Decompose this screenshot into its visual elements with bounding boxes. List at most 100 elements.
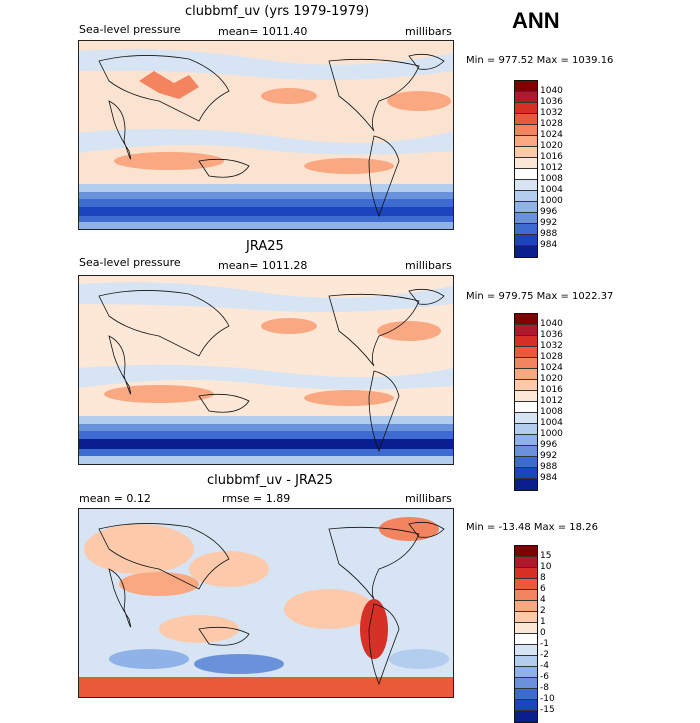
colorbar-label: 6 <box>540 584 546 594</box>
panel-3-title: clubbmf_uv - JRA25 <box>207 473 333 488</box>
colorbar-label: 1008 <box>540 174 563 184</box>
colorbar-swatch <box>515 435 537 446</box>
colorbar-label: -1 <box>540 639 549 649</box>
colorbar-swatch <box>515 224 537 235</box>
colorbar-label: -8 <box>540 683 549 693</box>
colorbar-swatch <box>515 391 537 402</box>
colorbar-swatch <box>515 169 537 180</box>
colorbar-label: 984 <box>540 473 558 483</box>
colorbar-label: 1004 <box>540 185 563 195</box>
colorbar-label: 996 <box>540 440 558 450</box>
panel-3-minmax: Min = -13.48 Max = 18.26 <box>466 522 598 533</box>
colorbar-swatch <box>515 601 537 612</box>
panel-2-map <box>78 275 454 465</box>
colorbar-swatch <box>515 645 537 656</box>
colorbar-swatch <box>515 191 537 202</box>
colorbar-label: 10 <box>540 562 552 572</box>
colorbar-swatch <box>515 213 537 224</box>
colorbar-swatch <box>515 623 537 634</box>
panel-1-minmax: Min = 977.52 Max = 1039.16 <box>466 55 614 66</box>
colorbar-label: -4 <box>540 661 549 671</box>
colorbar-label: -2 <box>540 650 549 660</box>
colorbar-label: 988 <box>540 229 558 239</box>
colorbar-swatch <box>515 700 537 711</box>
panel-3-map-svg <box>79 509 453 697</box>
colorbar-label: 1020 <box>540 374 563 384</box>
colorbar-swatch <box>515 546 537 557</box>
colorbar-label: 992 <box>540 451 558 461</box>
panel-2-map-svg <box>79 276 453 464</box>
colorbar-swatch <box>515 347 537 358</box>
colorbar-label: 1040 <box>540 86 563 96</box>
colorbar-swatch <box>515 689 537 700</box>
colorbar-label: -6 <box>540 672 549 682</box>
colorbar-label: 988 <box>540 462 558 472</box>
panel-1-units: millibars <box>405 25 452 38</box>
colorbar-label: -10 <box>540 694 555 704</box>
panel-3-colorbar <box>514 545 538 723</box>
colorbar-label: 1 <box>540 617 546 627</box>
colorbar-swatch <box>515 136 537 147</box>
panel-2-variable: Sea-level pressure <box>79 256 181 269</box>
colorbar-swatch <box>515 235 537 246</box>
colorbar-label: 1028 <box>540 352 563 362</box>
colorbar-label: 1000 <box>540 429 563 439</box>
colorbar-label: 4 <box>540 595 546 605</box>
panel-2-mean: mean= 1011.28 <box>218 259 308 272</box>
colorbar-label: 992 <box>540 218 558 228</box>
colorbar-swatch <box>515 424 537 435</box>
colorbar-swatch <box>515 446 537 457</box>
panel-1-map-svg <box>79 41 453 229</box>
colorbar-swatch <box>515 125 537 136</box>
panel-1-variable: Sea-level pressure <box>79 23 181 36</box>
panel-2-minmax: Min = 979.75 Max = 1022.37 <box>466 291 614 302</box>
colorbar-label: 1012 <box>540 396 563 406</box>
panel-3-mean: mean = 0.12 <box>79 492 151 505</box>
colorbar-swatch <box>515 678 537 689</box>
colorbar-swatch <box>515 568 537 579</box>
panel-3-map <box>78 508 454 698</box>
colorbar-swatch <box>515 667 537 678</box>
colorbar-swatch <box>515 413 537 424</box>
colorbar-label: -15 <box>540 705 555 715</box>
colorbar-label: 8 <box>540 573 546 583</box>
panel-1-mean: mean= 1011.40 <box>218 25 308 38</box>
colorbar-swatch <box>515 158 537 169</box>
colorbar-swatch <box>515 314 537 325</box>
panel-1-title: clubbmf_uv (yrs 1979-1979) <box>185 4 370 19</box>
colorbar-swatch <box>515 479 537 490</box>
colorbar-label: 1016 <box>540 385 563 395</box>
colorbar-label: 15 <box>540 551 552 561</box>
colorbar-swatch <box>515 711 537 722</box>
colorbar-swatch <box>515 612 537 623</box>
colorbar-swatch <box>515 590 537 601</box>
colorbar-swatch <box>515 358 537 369</box>
colorbar-label: 1012 <box>540 163 563 173</box>
colorbar-swatch <box>515 579 537 590</box>
colorbar-label: 1004 <box>540 418 563 428</box>
panel-3-units: millibars <box>405 492 452 505</box>
colorbar-swatch <box>515 147 537 158</box>
colorbar-label: 1024 <box>540 130 563 140</box>
panel-2-title: JRA25 <box>246 239 284 254</box>
panel-2-units: millibars <box>405 259 452 272</box>
panel-2-colorbar <box>514 313 538 491</box>
colorbar-swatch <box>515 380 537 391</box>
colorbar-label: 1008 <box>540 407 563 417</box>
colorbar-label: 1000 <box>540 196 563 206</box>
colorbar-swatch <box>515 103 537 114</box>
colorbar-swatch <box>515 81 537 92</box>
colorbar-label: 1020 <box>540 141 563 151</box>
colorbar-label: 2 <box>540 606 546 616</box>
colorbar-swatch <box>515 246 537 257</box>
colorbar-swatch <box>515 557 537 568</box>
colorbar-label: 1016 <box>540 152 563 162</box>
colorbar-label: 1036 <box>540 97 563 107</box>
colorbar-label: 1040 <box>540 319 563 329</box>
colorbar-label: 1024 <box>540 363 563 373</box>
colorbar-swatch <box>515 202 537 213</box>
colorbar-swatch <box>515 656 537 667</box>
colorbar-label: 1032 <box>540 108 563 118</box>
colorbar-swatch <box>515 468 537 479</box>
season-label: ANN <box>512 8 560 33</box>
